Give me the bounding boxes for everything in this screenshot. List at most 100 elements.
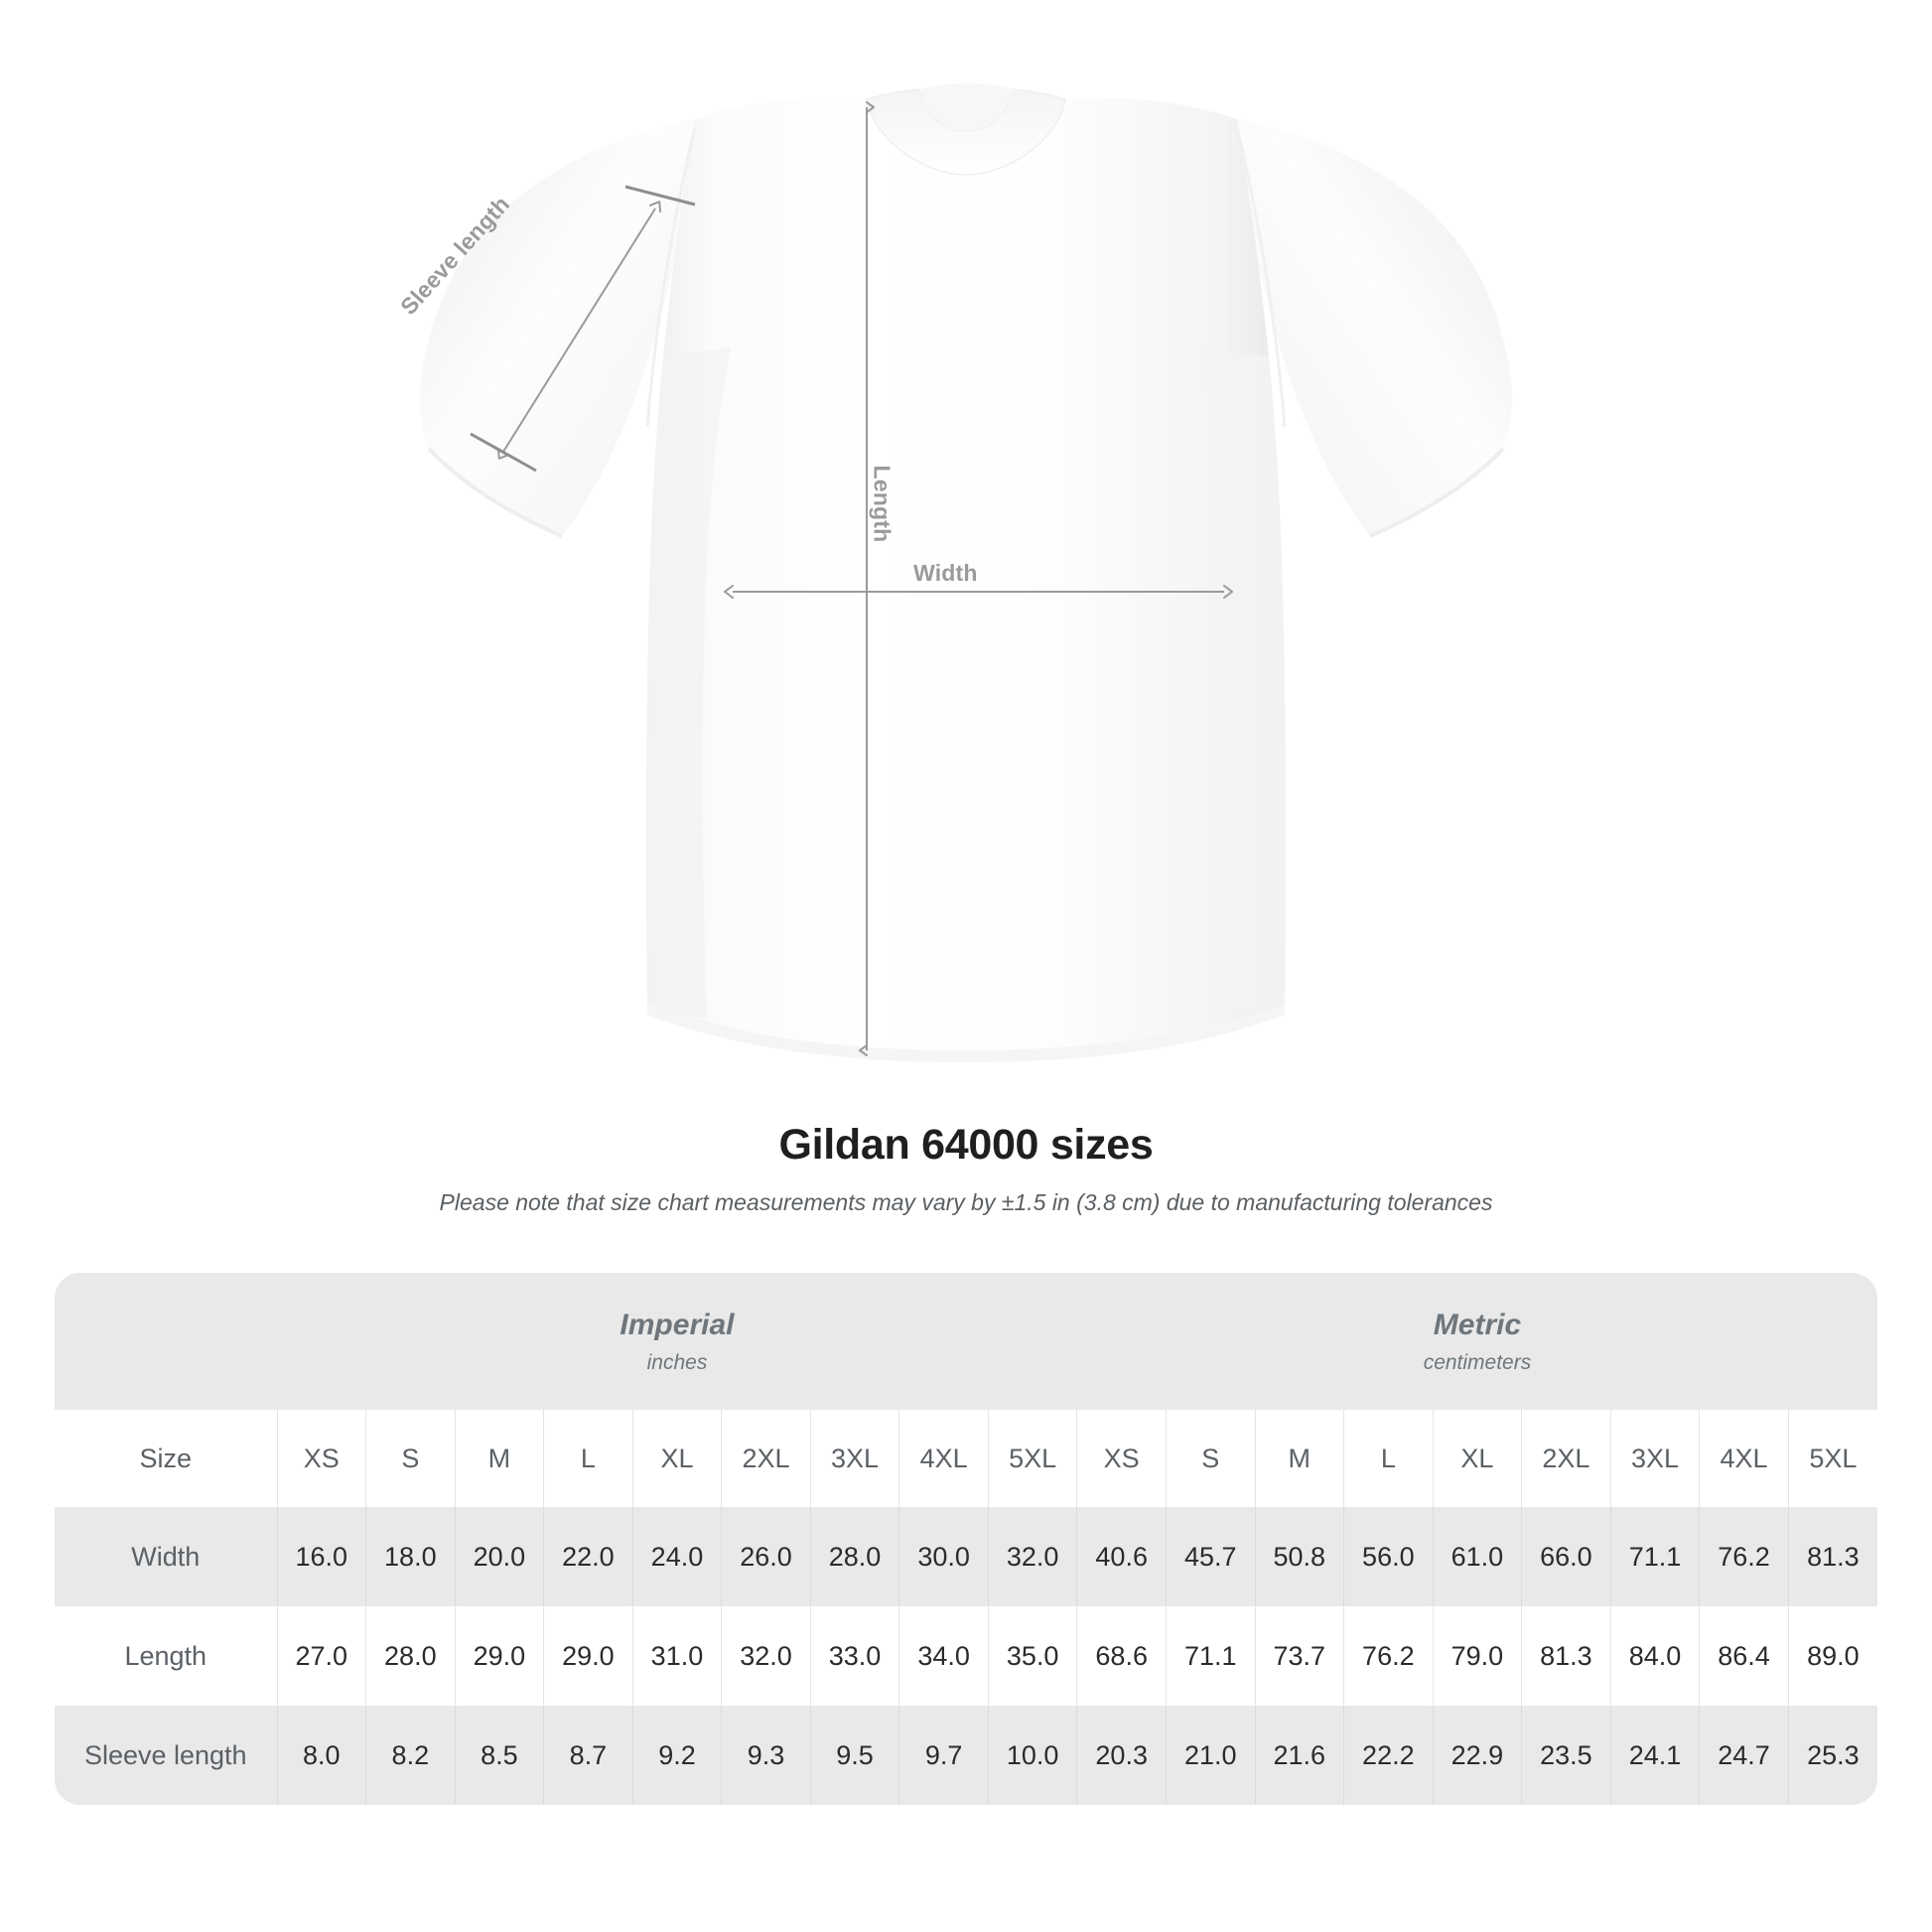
cell-sleeve-length-metric-2xl: 23.5 xyxy=(1521,1706,1611,1805)
cell-width-metric-4xl: 76.2 xyxy=(1699,1507,1789,1606)
size-header-imperial-4xl: 4XL xyxy=(898,1410,989,1507)
cell-width-metric-3xl: 71.1 xyxy=(1609,1507,1700,1606)
cell-length-imperial-2xl: 32.0 xyxy=(721,1606,811,1706)
cell-width-metric-xl: 61.0 xyxy=(1432,1507,1522,1606)
size-header-imperial-l: L xyxy=(543,1410,633,1507)
cell-width-imperial-4xl: 30.0 xyxy=(898,1507,989,1606)
cell-width-metric-xs: 40.6 xyxy=(1076,1507,1167,1606)
tolerance-note: Please note that size chart measurements… xyxy=(439,1188,1493,1215)
size-header-imperial-5xl: 5XL xyxy=(987,1410,1077,1507)
tshirt-body xyxy=(645,97,1287,1050)
cell-width-metric-5xl: 81.3 xyxy=(1787,1507,1877,1606)
sleeve-tick-top xyxy=(624,185,696,207)
unit-header-metric: Metric centimeters xyxy=(1076,1273,1877,1410)
size-header-metric-2xl: 2XL xyxy=(1521,1410,1611,1507)
cell-length-metric-s: 71.1 xyxy=(1165,1606,1256,1706)
cell-width-imperial-s: 18.0 xyxy=(365,1507,456,1606)
cell-sleeve-length-imperial-l: 8.7 xyxy=(543,1706,633,1805)
cell-length-imperial-m: 29.0 xyxy=(454,1606,544,1706)
tshirt-right-seam xyxy=(1235,126,1287,428)
cell-sleeve-length-metric-3xl: 24.1 xyxy=(1609,1706,1700,1805)
tshirt-right-sleeve xyxy=(1237,119,1513,536)
page-title: Gildan 64000 sizes xyxy=(778,1121,1154,1169)
cell-sleeve-length-imperial-m: 8.5 xyxy=(454,1706,544,1805)
size-header-imperial-xs: XS xyxy=(276,1410,366,1507)
cell-width-metric-l: 56.0 xyxy=(1343,1507,1434,1606)
size-header-metric-l: L xyxy=(1343,1410,1434,1507)
cell-sleeve-length-metric-m: 21.6 xyxy=(1254,1706,1344,1805)
cell-sleeve-length-imperial-s: 8.2 xyxy=(365,1706,456,1805)
tshirt-hem xyxy=(647,1003,1285,1062)
cell-width-metric-m: 50.8 xyxy=(1254,1507,1344,1606)
tshirt-right-cuff xyxy=(1369,447,1505,538)
cell-length-metric-4xl: 86.4 xyxy=(1699,1606,1789,1706)
cell-length-imperial-xs: 27.0 xyxy=(276,1606,366,1706)
unit-header-row: Imperial inches Metric centimeters xyxy=(55,1273,1877,1410)
cell-length-metric-xs: 68.6 xyxy=(1076,1606,1167,1706)
size-header-metric-xs: XS xyxy=(1076,1410,1167,1507)
size-column-label: Size xyxy=(55,1410,277,1507)
cell-sleeve-length-metric-5xl: 25.3 xyxy=(1787,1706,1877,1805)
size-table-container: Imperial inches Metric centimeters Size XS S M L… xyxy=(55,1273,1877,1805)
cell-length-metric-xl: 79.0 xyxy=(1432,1606,1522,1706)
sleeve-tick-bottom xyxy=(470,432,537,473)
size-header-imperial-m: M xyxy=(454,1410,544,1507)
cell-length-metric-m: 73.7 xyxy=(1254,1606,1344,1706)
row-label-length: Length xyxy=(55,1606,277,1706)
table-row: Length 27.0 28.0 29.0 29.0 31.0 32.0 33.0 34.0 35… xyxy=(55,1606,1877,1706)
cell-sleeve-length-metric-xl: 22.9 xyxy=(1432,1706,1522,1805)
unit-name: Metric xyxy=(1433,1308,1522,1341)
cell-length-imperial-s: 28.0 xyxy=(365,1606,456,1706)
table-row: Width 16.0 18.0 20.0 22.0 24.0 26.0 28.0 30.0 32.… xyxy=(55,1507,1877,1606)
size-header-metric-xl: XL xyxy=(1432,1410,1522,1507)
cell-sleeve-length-metric-4xl: 24.7 xyxy=(1699,1706,1789,1805)
cell-width-imperial-m: 20.0 xyxy=(454,1507,544,1606)
cell-length-metric-2xl: 81.3 xyxy=(1521,1606,1611,1706)
cell-length-imperial-xl: 31.0 xyxy=(631,1606,722,1706)
sleeve-length-arrow xyxy=(496,201,662,460)
chart-heading: Gildan 64000 sizes Please note that size… xyxy=(0,1120,1932,1217)
unit-subtitle: centimeters xyxy=(1423,1350,1532,1374)
cell-length-imperial-5xl: 35.0 xyxy=(987,1606,1077,1706)
cell-sleeve-length-imperial-2xl: 9.3 xyxy=(721,1706,811,1805)
cell-sleeve-length-metric-s: 21.0 xyxy=(1165,1706,1256,1805)
size-header-metric-5xl: 5XL xyxy=(1787,1410,1877,1507)
cell-width-imperial-xl: 24.0 xyxy=(631,1507,722,1606)
size-header-imperial-3xl: 3XL xyxy=(809,1410,899,1507)
width-label: Width xyxy=(913,560,978,586)
tshirt-left-sleeve xyxy=(419,119,695,536)
cell-width-imperial-l: 22.0 xyxy=(543,1507,633,1606)
cell-width-imperial-5xl: 32.0 xyxy=(987,1507,1077,1606)
cell-length-imperial-3xl: 33.0 xyxy=(809,1606,899,1706)
cell-sleeve-length-imperial-xl: 9.2 xyxy=(631,1706,722,1805)
size-header-imperial-2xl: 2XL xyxy=(721,1410,811,1507)
size-header-imperial-xl: XL xyxy=(631,1410,722,1507)
tshirt-illustration: Sleeve length Length Width xyxy=(394,83,1513,1062)
unit-name: Imperial xyxy=(620,1308,735,1341)
cell-length-imperial-l: 29.0 xyxy=(543,1606,633,1706)
cell-width-imperial-3xl: 28.0 xyxy=(809,1507,899,1606)
cell-length-metric-5xl: 89.0 xyxy=(1787,1606,1877,1706)
size-table: Imperial inches Metric centimeters Size XS S M L… xyxy=(55,1273,1877,1805)
size-header-metric-m: M xyxy=(1254,1410,1344,1507)
unit-header-imperial: Imperial inches xyxy=(277,1273,1077,1410)
size-header-metric-4xl: 4XL xyxy=(1699,1410,1789,1507)
unit-row-spacer xyxy=(55,1273,277,1410)
cell-sleeve-length-imperial-3xl: 9.5 xyxy=(809,1706,899,1805)
cell-width-metric-s: 45.7 xyxy=(1165,1507,1256,1606)
length-label: Length xyxy=(869,465,896,543)
cell-length-metric-3xl: 84.0 xyxy=(1609,1606,1700,1706)
cell-sleeve-length-imperial-xs: 8.0 xyxy=(276,1706,366,1805)
unit-subtitle: inches xyxy=(646,1350,708,1374)
size-header-metric-s: S xyxy=(1165,1410,1256,1507)
tshirt-collar-inner-shadow xyxy=(919,83,1013,131)
tshirt-body-shading-left xyxy=(645,347,731,1019)
cell-width-imperial-2xl: 26.0 xyxy=(721,1507,811,1606)
size-header-imperial-s: S xyxy=(365,1410,456,1507)
row-label-width: Width xyxy=(55,1507,277,1606)
tshirt-body-shading-right xyxy=(1201,347,1287,1019)
size-header-metric-3xl: 3XL xyxy=(1609,1410,1700,1507)
cell-sleeve-length-metric-l: 22.2 xyxy=(1343,1706,1434,1805)
cell-width-imperial-xs: 16.0 xyxy=(276,1507,366,1606)
